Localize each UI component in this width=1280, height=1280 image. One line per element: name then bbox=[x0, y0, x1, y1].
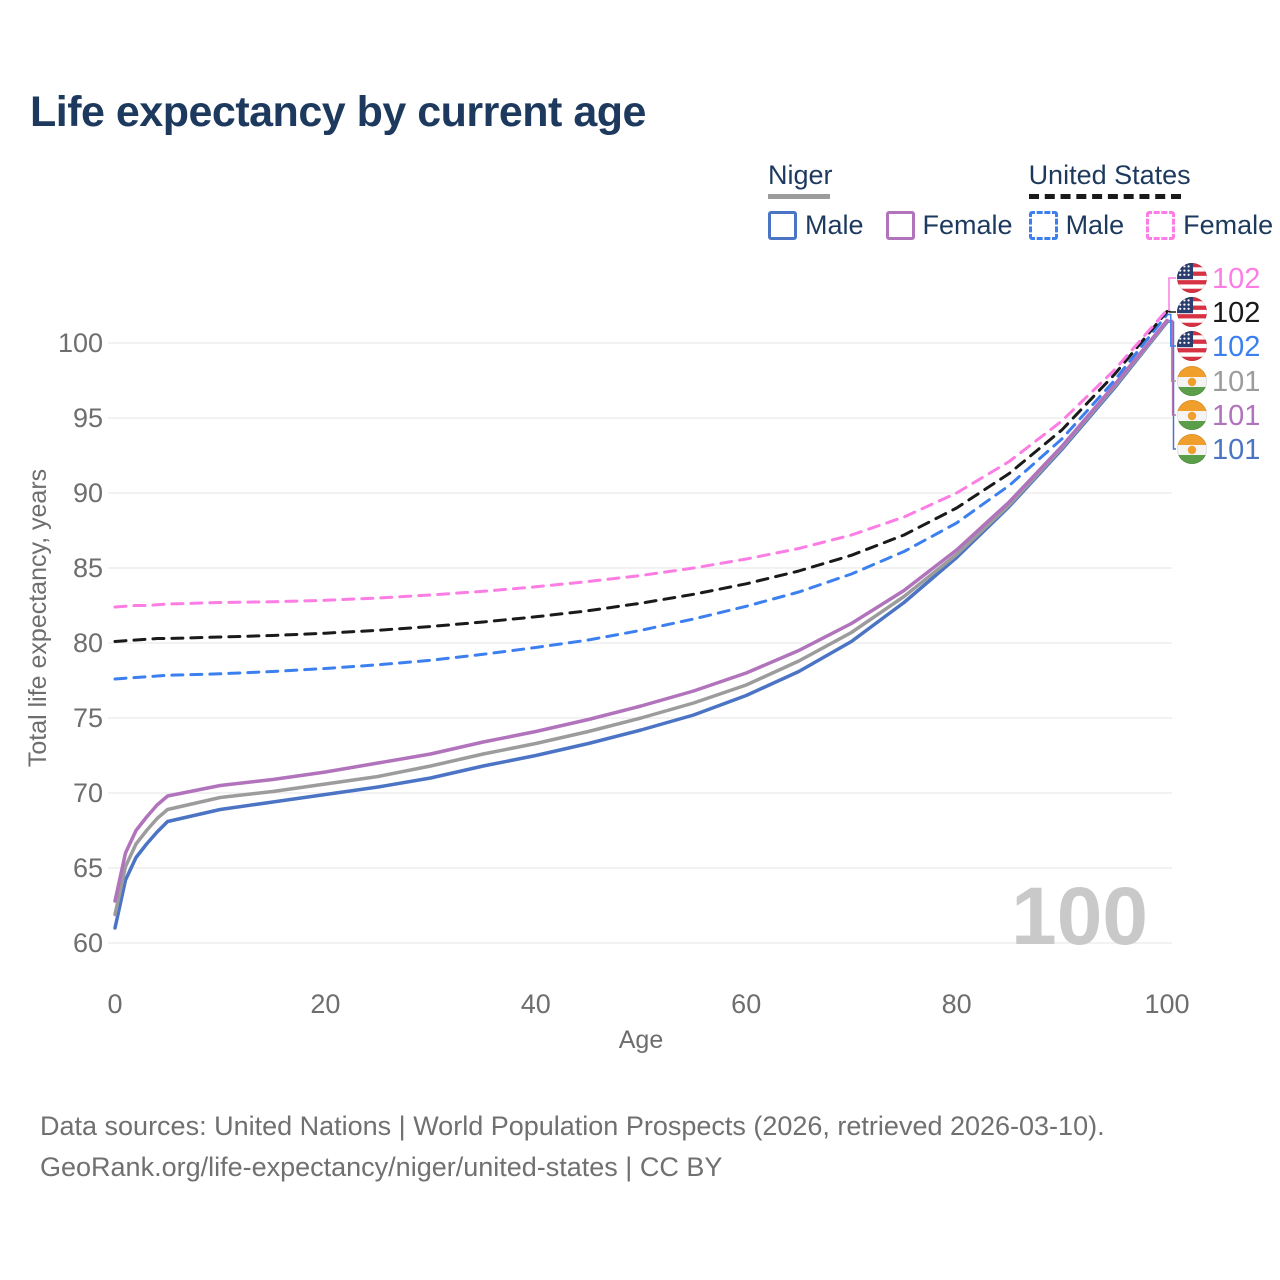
us-flag-icon bbox=[1177, 330, 1208, 361]
y-tick-label: 80 bbox=[73, 628, 103, 658]
us-flag-icon bbox=[1177, 296, 1208, 327]
end-value-label-us-both: 102 bbox=[1212, 297, 1260, 329]
us-male-checkbox[interactable] bbox=[1028, 211, 1058, 240]
end-value-label-niger-female: 101 bbox=[1212, 400, 1260, 432]
y-tick-label: 100 bbox=[58, 328, 103, 358]
footer: Data sources: United Nations | World Pop… bbox=[40, 1106, 1105, 1188]
x-tick-label: 100 bbox=[1144, 989, 1189, 1019]
legend-group-united-states: United States Male Female bbox=[1028, 160, 1273, 241]
x-tick-label: 0 bbox=[107, 989, 122, 1019]
leader-line bbox=[1168, 277, 1176, 311]
series-line-us-both[interactable] bbox=[113, 310, 1169, 643]
series-line-niger-both[interactable] bbox=[113, 319, 1169, 917]
y-tick-label: 75 bbox=[73, 703, 103, 733]
y-tick-label: 60 bbox=[73, 928, 103, 958]
niger-flag-icon bbox=[1177, 433, 1208, 464]
niger-female-label: Female bbox=[922, 210, 1013, 240]
end-value-label-niger-both: 101 bbox=[1212, 366, 1260, 398]
plot-area[interactable] bbox=[115, 295, 1167, 957]
end-value-label-niger-male: 101 bbox=[1212, 434, 1260, 466]
niger-flag-icon bbox=[1177, 365, 1208, 396]
legend-country-united-states: United States bbox=[1028, 160, 1191, 190]
y-tick-label: 95 bbox=[73, 403, 103, 433]
us-flag-icon bbox=[1177, 262, 1208, 293]
chart-title: Life expectancy by current age bbox=[30, 88, 646, 136]
age-hover-readout: 100 bbox=[1011, 871, 1148, 962]
leader-line bbox=[1168, 313, 1176, 347]
end-value-label-us-male: 102 bbox=[1212, 331, 1260, 363]
us-female-checkbox[interactable] bbox=[1146, 211, 1176, 240]
legend: Niger Male Female United States Male bbox=[768, 161, 1273, 241]
y-tick-label: 90 bbox=[73, 478, 103, 508]
us-line-sample bbox=[1028, 194, 1181, 199]
series-line-us-female[interactable] bbox=[113, 308, 1169, 609]
y-tick-label: 65 bbox=[73, 853, 103, 883]
legend-country-niger: Niger bbox=[768, 160, 833, 190]
y-tick-label: 85 bbox=[73, 553, 103, 583]
series-line-niger-male[interactable] bbox=[113, 320, 1169, 930]
x-axis-title: Age bbox=[619, 1026, 663, 1054]
us-female-label: Female bbox=[1183, 210, 1274, 240]
niger-female-checkbox[interactable] bbox=[885, 211, 915, 240]
series-line-niger-female[interactable] bbox=[113, 318, 1169, 903]
attribution-line: GeoRank.org/life-expectancy/niger/united… bbox=[40, 1152, 723, 1182]
legend-item-niger-male[interactable]: Male bbox=[768, 210, 864, 241]
end-value-label-us-female: 102 bbox=[1212, 263, 1260, 295]
x-tick-label: 40 bbox=[521, 989, 551, 1019]
leader-line bbox=[1168, 319, 1176, 416]
niger-flag-icon bbox=[1177, 399, 1208, 430]
niger-male-checkbox[interactable] bbox=[768, 211, 797, 240]
y-tick-label: 70 bbox=[73, 778, 103, 808]
y-axis-title: Total life expectancy, years bbox=[24, 469, 52, 767]
legend-item-niger-female[interactable]: Female bbox=[885, 210, 1013, 241]
x-tick-label: 80 bbox=[942, 989, 972, 1019]
legend-item-us-male[interactable]: Male bbox=[1028, 210, 1125, 241]
x-tick-label: 20 bbox=[310, 989, 340, 1019]
series-line-us-male[interactable] bbox=[113, 313, 1169, 681]
niger-male-label: Male bbox=[805, 210, 864, 240]
legend-group-niger: Niger Male Female bbox=[768, 161, 1013, 241]
leader-line bbox=[1168, 310, 1176, 313]
x-tick-label: 60 bbox=[731, 989, 761, 1019]
niger-line-sample bbox=[768, 194, 830, 199]
data-sources-line: Data sources: United Nations | World Pop… bbox=[40, 1111, 1105, 1141]
us-male-label: Male bbox=[1065, 210, 1125, 240]
legend-item-us-female[interactable]: Female bbox=[1146, 210, 1273, 241]
